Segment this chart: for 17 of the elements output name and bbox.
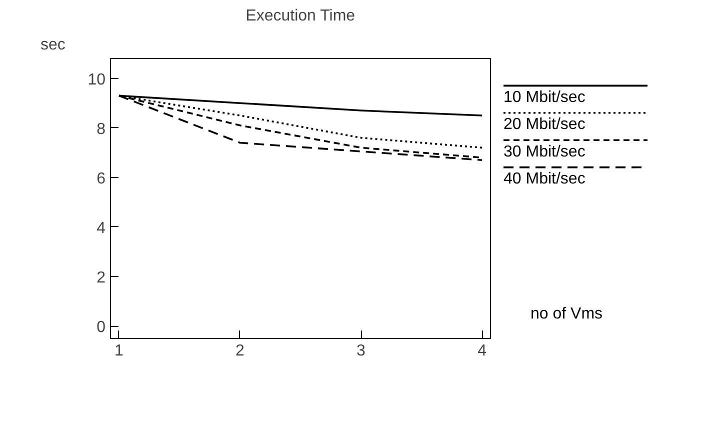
x-tick-label: 3 bbox=[356, 342, 366, 360]
y-tick-label: 10 bbox=[88, 71, 106, 88]
series-label: 10 Mbit/sec bbox=[504, 88, 586, 106]
y-axis-title: sec bbox=[40, 36, 66, 54]
x-tick-label: 2 bbox=[236, 342, 245, 360]
y-tick-label: 8 bbox=[96, 120, 106, 138]
y-tick-label: 0 bbox=[96, 319, 106, 336]
x-axis-title: no of Vms bbox=[530, 306, 603, 323]
x-tick-label: 4 bbox=[478, 342, 487, 360]
series-label: 20 Mbit/sec bbox=[504, 116, 586, 134]
x-tick-label: 1 bbox=[114, 342, 124, 360]
chart-title: Execution Time bbox=[246, 8, 356, 24]
y-tick-label: 2 bbox=[96, 270, 106, 287]
y-tick-label: 6 bbox=[96, 170, 106, 188]
y-tick-label: 4 bbox=[96, 220, 106, 237]
series-label: 30 Mbit/sec bbox=[504, 143, 586, 160]
series-label: 40 Mbit/sec bbox=[504, 170, 586, 188]
